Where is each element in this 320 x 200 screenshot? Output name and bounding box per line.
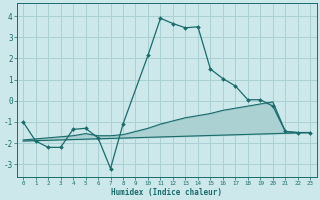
X-axis label: Humidex (Indice chaleur): Humidex (Indice chaleur) xyxy=(111,188,222,197)
